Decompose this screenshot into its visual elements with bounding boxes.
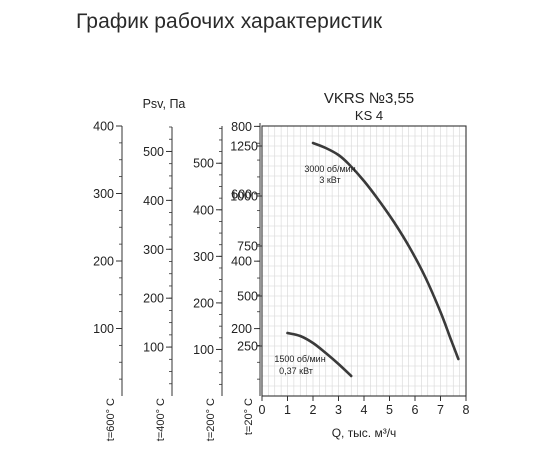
temperature-tick-label: 200 [231, 322, 252, 336]
curve-3000-rpm [311, 141, 460, 361]
temperature-tick-label: 200 [193, 296, 214, 310]
x-tick-label: 0 [259, 403, 266, 417]
temperature-tick-label: 100 [193, 343, 214, 357]
temperature-tick-label: 400 [193, 203, 214, 217]
x-tick-label: 1 [284, 403, 291, 417]
curve-1500-rpm [286, 331, 353, 378]
chart-title: VKRS №3,55 [324, 90, 414, 107]
x-axis-label: Q, тыс. м³/ч [332, 426, 397, 440]
series-label-3000: 3000 об/мин [304, 164, 355, 174]
temperature-tick-label: 600 [231, 187, 252, 201]
x-tick-label: 3 [335, 403, 342, 417]
y-tick-label: 250 [237, 340, 258, 354]
temperature-tick-label: 100 [143, 341, 164, 355]
temperature-tick-label: 300 [193, 250, 214, 264]
series-power-1500: 0,37 кВт [279, 366, 313, 376]
y-axis-label: Psv, Па [143, 97, 186, 111]
temperature-tick-label: 800 [231, 120, 252, 134]
x-tick-label: 5 [386, 403, 393, 417]
series-label-1500: 1500 об/мин [274, 354, 325, 364]
temperature-tick-label: 200 [143, 292, 164, 306]
temperature-axis-label: t=400° С [155, 398, 167, 441]
temperature-tick-label: 400 [231, 255, 252, 269]
temperature-tick-label: 500 [193, 157, 214, 171]
temperature-tick-label: 400 [143, 194, 164, 208]
chart-texts: VKRS №3,55 KS 4 Psv, Па Q, тыс. м³/ч 300… [143, 90, 415, 440]
y-tick-label: 1250 [230, 140, 258, 154]
curves [286, 141, 460, 378]
temperature-tick-label: 300 [143, 243, 164, 257]
temperature-tick-label: 300 [93, 187, 114, 201]
y-tick-label: 750 [237, 240, 258, 254]
y-tick-label: 1000 [230, 190, 258, 204]
page-title: График рабочих характеристик [76, 10, 383, 33]
temperature-axes: 100 200 300 400 t=600° С 100 200 300 400 500 t=400… [93, 120, 261, 441]
x-tick-label: 6 [412, 403, 419, 417]
temperature-axis-label: t=200° С [205, 398, 217, 441]
temperature-tick-label: 200 [93, 255, 114, 269]
temperature-axis-label: t=600° С [105, 398, 117, 441]
chart-grid [261, 125, 467, 397]
x-tick-label: 2 [310, 403, 317, 417]
temperature-tick-label: 100 [93, 322, 114, 336]
temperature-tick-label: 500 [143, 145, 164, 159]
temperature-tick-label: 400 [93, 120, 114, 134]
chart-subtitle: KS 4 [355, 108, 383, 123]
x-tick-label: 4 [361, 403, 368, 417]
plot-frame: 0 1 2 3 4 5 6 7 8 250 500 750 1000 1250 [230, 125, 470, 417]
x-tick-label: 7 [437, 403, 444, 417]
temperature-axis-label: t=20° С [243, 398, 255, 435]
x-tick-label: 8 [463, 403, 470, 417]
y-tick-label: 500 [237, 290, 258, 304]
series-power-3000: 3 кВт [319, 175, 340, 185]
